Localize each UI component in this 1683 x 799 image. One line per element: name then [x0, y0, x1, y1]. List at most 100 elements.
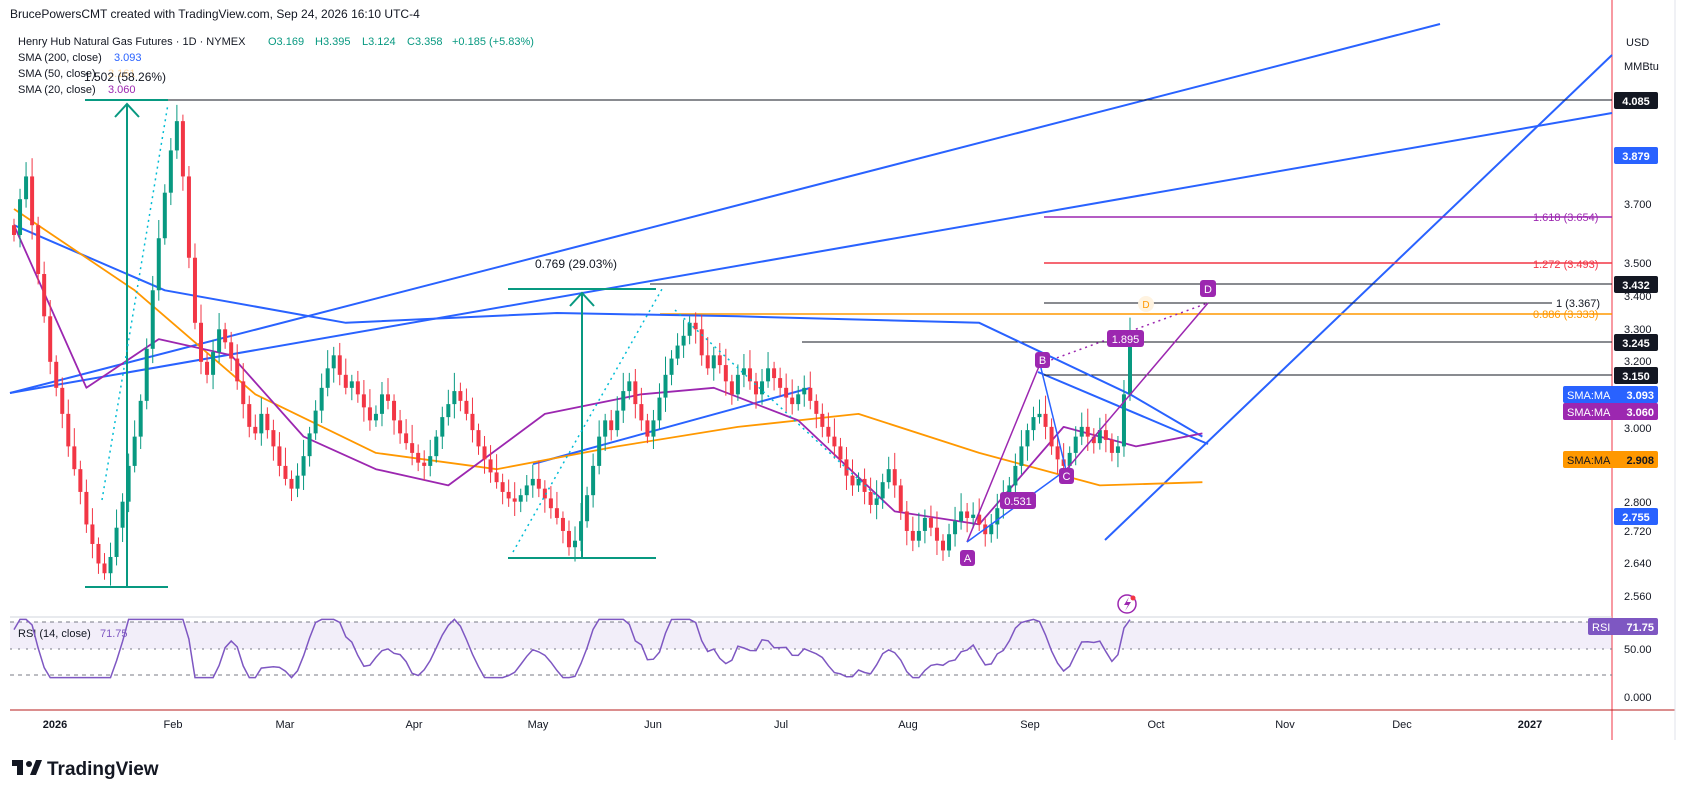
rsi-line[interactable]	[13, 618, 1131, 679]
fib-1618-label: 1.618 (3.654)	[1533, 212, 1598, 224]
candle-body	[289, 478, 294, 489]
price-badge-3245[interactable]: 3.245	[1614, 334, 1658, 351]
candle	[542, 480, 547, 513]
candle-body	[1031, 417, 1036, 431]
pattern-point-b[interactable]: B	[1035, 352, 1050, 368]
price-axis[interactable]: 3.8803.7003.5003.4003.3003.2003.0002.800…	[1624, 146, 1652, 603]
candle-body	[1128, 335, 1132, 395]
candle	[174, 104, 179, 159]
ratio-badge-bc[interactable]: 1.895	[1107, 330, 1144, 347]
price-badge-2755[interactable]: 2.755	[1614, 508, 1658, 525]
pattern-point-c[interactable]: C	[1059, 468, 1074, 484]
candle-body	[295, 475, 300, 489]
steep-trend-line[interactable]	[1104, 54, 1613, 541]
sma20-legend-label[interactable]: SMA (20, close)	[18, 84, 96, 96]
candle-body	[42, 274, 47, 317]
symbol-title[interactable]: Henry Hub Natural Gas Futures · 1D · NYM…	[18, 36, 246, 48]
time-axis[interactable]: 2026 Feb Mar Apr May Jun Jul Aug Sep Oct Nov Dec 202…	[43, 719, 1542, 731]
ratio-badge-ab[interactable]: 0.531	[1000, 492, 1036, 509]
candle-body	[205, 361, 210, 375]
candle	[96, 537, 101, 574]
candle	[585, 486, 590, 528]
alert-icon[interactable]	[1117, 594, 1137, 614]
candle	[30, 158, 35, 240]
candle	[78, 460, 83, 505]
candle	[349, 374, 354, 401]
pattern-point-a[interactable]: A	[960, 550, 975, 566]
measure-tool-2[interactable]	[508, 288, 656, 559]
projection-line-3[interactable]	[674, 309, 885, 504]
candle	[735, 364, 740, 401]
time-tick-label: Jul	[774, 719, 788, 731]
candle	[186, 166, 191, 269]
candle	[114, 509, 119, 566]
pattern-point-d[interactable]: D	[1200, 280, 1216, 297]
measure-tool-1[interactable]	[85, 99, 168, 588]
candle-body	[174, 121, 179, 151]
candle	[627, 372, 632, 400]
candle	[42, 261, 47, 323]
candle	[48, 300, 53, 375]
candle-body	[156, 238, 161, 291]
price-tick-label: 2.640	[1624, 558, 1652, 570]
rsi-value-tag[interactable]: RSI 71.75	[1588, 618, 1658, 635]
candle	[192, 243, 197, 330]
candle	[331, 346, 336, 383]
candle	[18, 188, 23, 248]
candle-series[interactable]	[12, 104, 1132, 586]
rsi-legend-label[interactable]: RSI (14, close)	[18, 628, 91, 640]
candle	[392, 394, 397, 435]
tradingview-logo[interactable]: TradingView	[12, 759, 159, 780]
candle-body	[132, 436, 137, 466]
currency-label[interactable]: USD	[1626, 37, 1649, 49]
candle-body	[301, 456, 306, 476]
price-badge-3150[interactable]: 3.150	[1614, 367, 1658, 384]
sma20-price-tag[interactable]: SMA:MA 3.060	[1563, 403, 1658, 420]
sma20-line[interactable]	[13, 224, 1203, 526]
candle	[645, 413, 650, 444]
sma200-price-tag[interactable]: SMA:MA 3.093	[1563, 386, 1658, 403]
candle	[126, 453, 131, 513]
candle-body	[874, 498, 879, 505]
sma50-price-tag[interactable]: SMA:MA 2.908	[1563, 451, 1658, 468]
price-tick-label: 2.800	[1624, 497, 1652, 509]
candle-body	[995, 508, 1000, 525]
candle	[367, 389, 372, 431]
candle	[410, 424, 415, 466]
candle	[663, 356, 668, 412]
fib-1272-label: 1.272 (3.493)	[1533, 259, 1598, 271]
candle	[66, 399, 71, 457]
sma50-legend-label[interactable]: SMA (50, close)	[18, 68, 96, 80]
candle-body	[319, 387, 324, 411]
projection-line-1[interactable]	[101, 103, 169, 501]
upper-channel-line[interactable]	[9, 23, 1441, 394]
candle	[554, 491, 559, 525]
candle-body	[78, 469, 83, 492]
candle	[820, 403, 825, 438]
fib-0886-label: 0.886 (3.333)	[1533, 309, 1598, 321]
price-tick-label: 3.500	[1624, 258, 1652, 270]
candle	[150, 275, 155, 364]
projected-d-marker[interactable]: D	[1138, 296, 1154, 312]
unit-label[interactable]: MMBtu	[1624, 61, 1659, 73]
candle	[1115, 435, 1120, 468]
candle-body	[573, 540, 578, 548]
candle-body	[1037, 413, 1042, 418]
candle	[802, 375, 807, 407]
time-tick-label: Nov	[1275, 719, 1295, 731]
lower-channel-line[interactable]	[532, 387, 811, 465]
candle	[609, 409, 614, 441]
candle	[482, 435, 487, 474]
projection-line-2[interactable]	[512, 288, 663, 553]
middle-trend-line[interactable]	[9, 112, 1613, 394]
candle-body	[898, 485, 903, 512]
candle-body	[591, 465, 596, 496]
candle	[1055, 434, 1060, 474]
price-badge-3432[interactable]: 3.432	[1614, 276, 1658, 293]
sma200-legend-label[interactable]: SMA (200, close)	[18, 52, 102, 64]
candle	[253, 414, 258, 440]
price-badge-3879[interactable]: 3.879	[1614, 147, 1658, 164]
candle-body	[585, 495, 590, 522]
candle-body	[940, 540, 945, 551]
price-badge-4085[interactable]: 4.085	[1614, 92, 1658, 109]
